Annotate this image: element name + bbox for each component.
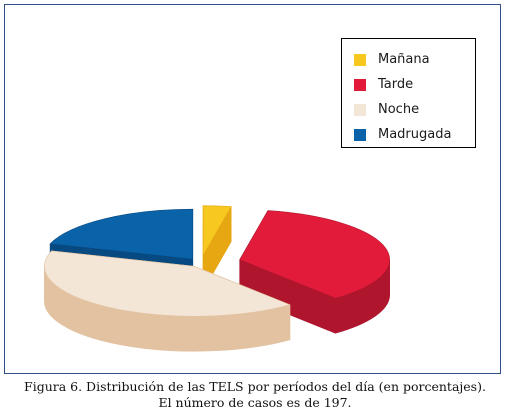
legend-item-madrugada: Madrugada: [354, 122, 475, 147]
legend-swatch: [354, 103, 366, 116]
caption-line-2: El número de casos es de 197.: [158, 395, 352, 410]
legend-item-tarde: Tarde: [354, 72, 475, 97]
caption-line-1: Figura 6. Distribución de las TELS por p…: [24, 379, 486, 394]
chart-frame: Mañana Tarde Noche Madrugada: [4, 4, 501, 374]
legend-label: Mañana: [378, 52, 430, 67]
legend-swatch: [354, 53, 366, 66]
legend-swatch: [354, 78, 366, 91]
pie-slice-madrugada: [49, 208, 194, 260]
pie-slice-tarde: [239, 210, 390, 299]
legend-item-noche: Noche: [354, 97, 475, 122]
pie-chart: [44, 205, 390, 352]
figure-caption: Figura 6. Distribución de las TELS por p…: [0, 379, 510, 411]
legend-label: Tarde: [378, 77, 414, 92]
legend: Mañana Tarde Noche Madrugada: [341, 38, 476, 148]
legend-swatch: [354, 128, 366, 141]
pie-slice-manana: [202, 205, 232, 256]
legend-label: Madrugada: [378, 127, 452, 142]
legend-item-manana: Mañana: [354, 47, 475, 72]
legend-label: Noche: [378, 102, 420, 117]
pie-slice-noche: [44, 250, 291, 317]
